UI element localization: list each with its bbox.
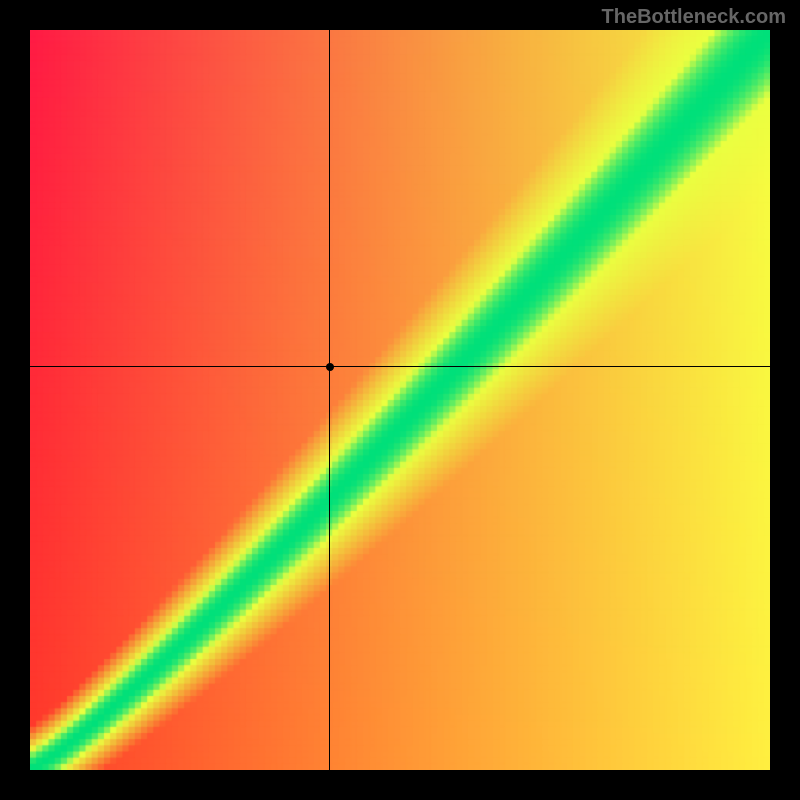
crosshair-marker xyxy=(326,363,334,371)
heatmap-canvas xyxy=(30,30,770,770)
watermark-text: TheBottleneck.com xyxy=(602,6,786,29)
chart-container: TheBottleneck.com xyxy=(0,0,800,800)
crosshair-horizontal xyxy=(30,366,770,367)
crosshair-vertical xyxy=(329,30,330,770)
plot-frame xyxy=(0,0,800,800)
